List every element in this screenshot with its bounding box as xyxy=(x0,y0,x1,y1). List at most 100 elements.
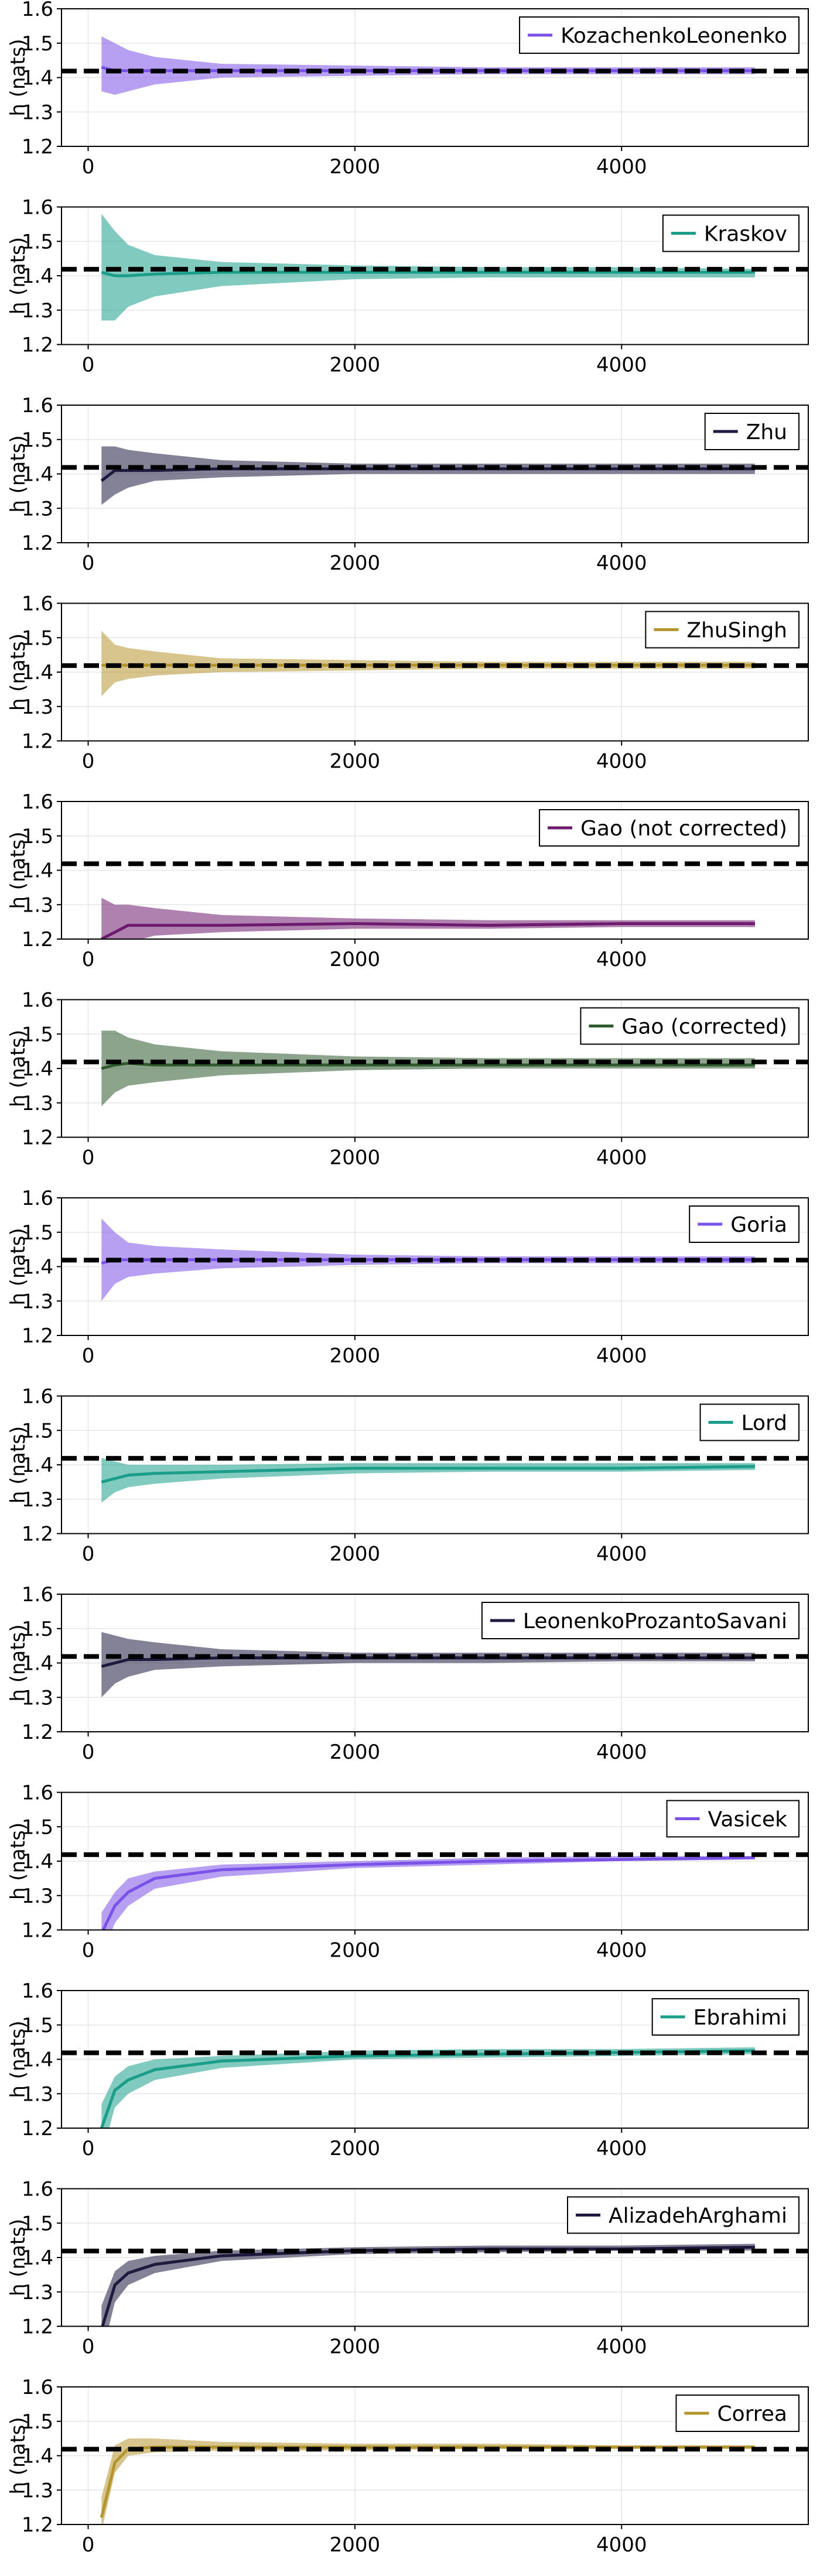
plot-area xyxy=(62,2047,808,2128)
y-tick-label: 1.3 xyxy=(22,696,53,719)
y-tick-label: 1.4 xyxy=(22,1652,53,1676)
y-tick-label: 1.4 xyxy=(22,859,53,883)
y-axis-label: h (nats) xyxy=(6,1624,30,1701)
y-tick-label: 1.2 xyxy=(22,928,53,951)
y-tick-label: 1.6 xyxy=(22,2178,53,2201)
panel-6: 1.2 1.3 1.4 1.5 1.6 0 2000 4000 h (nats) Gao (cor… xyxy=(6,989,809,1170)
plot-area xyxy=(62,2438,808,2524)
y-tick-label: 1.4 xyxy=(22,67,53,90)
y-tick-label: 1.2 xyxy=(22,532,53,555)
confidence-band xyxy=(101,2438,755,2524)
y-tick-label: 1.6 xyxy=(22,0,53,21)
plot-area xyxy=(62,214,808,321)
x-tick-label: 0 xyxy=(82,2533,95,2557)
y-tick-label: 1.2 xyxy=(22,1324,53,1348)
y-tick-label: 1.3 xyxy=(22,299,53,323)
mean-line xyxy=(101,1465,755,1484)
y-tick-label: 1.3 xyxy=(22,497,53,520)
plot-area xyxy=(62,631,808,697)
y-tick-label: 1.4 xyxy=(22,1057,53,1081)
y-tick-label: 1.2 xyxy=(22,2513,53,2537)
y-tick-label: 1.4 xyxy=(22,2049,53,2072)
plot-area xyxy=(62,1030,808,1107)
legend-label: Vasicek xyxy=(708,1808,788,1832)
y-tick-label: 1.6 xyxy=(22,1782,53,1805)
y-tick-label: 1.5 xyxy=(22,2014,53,2037)
legend-label: Kraskov xyxy=(704,222,787,246)
mean-line xyxy=(101,1061,755,1070)
y-tick-label: 1.3 xyxy=(22,1686,53,1710)
plot-area xyxy=(62,1455,808,1503)
y-tick-label: 1.5 xyxy=(22,2410,53,2434)
y-tick-label: 1.2 xyxy=(22,2117,53,2140)
panel-7: 1.2 1.3 1.4 1.5 1.6 0 2000 4000 h (nats) Goria xyxy=(6,1187,809,1368)
y-axis-label: h (nats) xyxy=(6,633,30,711)
y-tick-label: 1.3 xyxy=(22,1885,53,1908)
y-axis-label: h (nats) xyxy=(6,1823,30,1900)
x-tick-label: 2000 xyxy=(330,551,381,575)
confidence-band xyxy=(101,2243,755,2327)
x-tick-label: 0 xyxy=(82,948,95,971)
plot-area xyxy=(62,36,808,95)
y-tick-label: 1.2 xyxy=(22,135,53,159)
y-tick-label: 1.4 xyxy=(22,2246,53,2270)
y-tick-label: 1.6 xyxy=(22,1583,53,1606)
mean-line xyxy=(101,922,755,939)
y-tick-label: 1.5 xyxy=(22,1221,53,1245)
legend-label: Correa xyxy=(717,2402,787,2426)
x-tick-label: 2000 xyxy=(330,2137,381,2160)
x-tick-label: 0 xyxy=(82,354,95,377)
y-tick-label: 1.4 xyxy=(22,1454,53,1477)
legend-label: Gao (not corrected) xyxy=(580,817,787,841)
mean-line xyxy=(101,2245,755,2327)
y-tick-label: 1.3 xyxy=(22,2281,53,2304)
x-tick-label: 0 xyxy=(82,1741,95,1764)
x-tick-label: 0 xyxy=(82,1543,95,1566)
legend-label: KozachenkoLeonenko xyxy=(561,24,787,48)
y-tick-label: 1.2 xyxy=(22,1919,53,1943)
x-tick-label: 2000 xyxy=(330,1741,381,1764)
plot-area xyxy=(62,1632,808,1698)
mean-line xyxy=(101,1856,755,1930)
x-tick-label: 4000 xyxy=(596,155,647,179)
y-tick-label: 1.4 xyxy=(22,2445,53,2468)
y-axis-label: h (nats) xyxy=(6,2417,30,2494)
x-tick-label: 4000 xyxy=(596,2335,647,2359)
y-tick-label: 1.2 xyxy=(22,730,53,753)
x-tick-label: 2000 xyxy=(330,155,381,179)
y-tick-label: 1.4 xyxy=(22,661,53,684)
x-tick-label: 4000 xyxy=(596,1939,647,1962)
confidence-band xyxy=(101,36,755,95)
legend-label: Gao (corrected) xyxy=(621,1015,787,1039)
y-axis-label: h (nats) xyxy=(6,2219,30,2296)
y-tick-label: 1.5 xyxy=(22,1815,53,1839)
x-tick-label: 0 xyxy=(82,1344,95,1368)
legend-box xyxy=(567,2196,800,2234)
x-tick-label: 2000 xyxy=(330,948,381,971)
y-tick-label: 1.3 xyxy=(22,2479,53,2502)
x-tick-label: 2000 xyxy=(330,2335,381,2359)
y-axis-label: h (nats) xyxy=(6,1426,30,1503)
x-tick-label: 0 xyxy=(82,1939,95,1962)
x-tick-label: 2000 xyxy=(330,1344,381,1368)
x-tick-label: 4000 xyxy=(596,750,647,773)
y-tick-label: 1.5 xyxy=(22,626,53,650)
panel-10: 1.2 1.3 1.4 1.5 1.6 0 2000 4000 h (nats) Vasicek xyxy=(6,1782,809,1962)
y-tick-label: 1.3 xyxy=(22,1290,53,1313)
y-axis-label: h (nats) xyxy=(6,39,30,116)
panel-4: 1.2 1.3 1.4 1.5 1.6 0 2000 4000 h (nats) ZhuSingh xyxy=(6,592,809,773)
mean-line xyxy=(101,270,755,278)
x-tick-label: 2000 xyxy=(330,2533,381,2557)
y-tick-label: 1.5 xyxy=(22,1419,53,1443)
y-tick-label: 1.3 xyxy=(22,1488,53,1512)
y-tick-label: 1.5 xyxy=(22,32,53,56)
legend-label: AlizadehArghami xyxy=(609,2204,787,2228)
y-tick-label: 1.3 xyxy=(22,2082,53,2106)
legend-box xyxy=(481,1602,800,1639)
panel-13: 1.2 1.3 1.4 1.5 1.6 0 2000 4000 h (nats) Correa xyxy=(6,2376,809,2557)
legend-label: Goria xyxy=(730,1213,787,1237)
y-tick-label: 1.3 xyxy=(22,1092,53,1115)
plot-area xyxy=(62,2243,808,2327)
x-tick-label: 4000 xyxy=(596,948,647,971)
panel-8: 1.2 1.3 1.4 1.5 1.6 0 2000 4000 h (nats) Lord xyxy=(6,1385,809,1566)
